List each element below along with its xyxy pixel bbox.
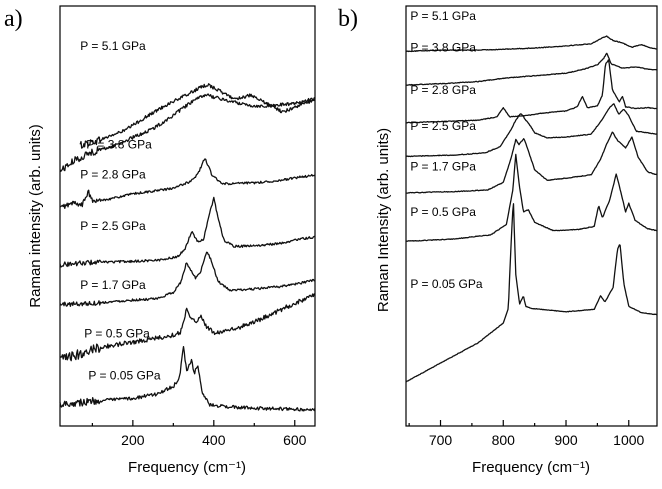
series-line	[405, 59, 658, 124]
panel-b-frame	[405, 5, 658, 427]
series-line	[59, 345, 316, 412]
panel-b-label: b)	[338, 6, 358, 32]
panel-b-series	[405, 35, 658, 383]
series-label: P = 0.5 GPa	[410, 205, 476, 219]
panel-b-series-labels: P = 5.1 GPa P = 3.8 GPa P = 2.8 GPa P = 2.5…	[410, 9, 482, 291]
panel-b-x-ticks: 700 800 900 1000	[408, 420, 645, 448]
series-line	[59, 158, 316, 210]
series-line	[59, 251, 316, 307]
series-line	[405, 52, 658, 86]
series-line	[405, 131, 658, 194]
series-label: P = 2.5 GPa	[410, 119, 476, 133]
series-label: P = 5.1 GPa	[80, 39, 146, 53]
panel-a-y-axis-label: Raman intensity (arb. units)	[27, 124, 44, 307]
panel-a-series-labels: P = 5.1 GPa P = 3.8 GPa P = 2.8 GPa P = 2.5…	[80, 39, 161, 382]
series-label: P = 2.8 GPa	[410, 83, 476, 97]
panel-b-x-axis-label: Frequency (cm⁻¹)	[472, 459, 590, 476]
series-label: P = 2.8 GPa	[80, 167, 146, 181]
x-tick-label: 200	[121, 432, 145, 448]
series-line	[59, 93, 316, 172]
panel-a-x-axis-label: Frequency (cm⁻¹)	[128, 459, 246, 476]
series-label: P = 3.8 GPa	[410, 40, 476, 54]
series-line	[405, 153, 658, 243]
series-label: P = 2.5 GPa	[80, 219, 146, 233]
x-tick-label: 800	[492, 432, 516, 448]
series-label: P = 5.1 GPa	[410, 9, 476, 23]
x-tick-label: 900	[554, 432, 578, 448]
series-label: P = 1.7 GPa	[410, 160, 476, 174]
series-line	[405, 103, 658, 158]
series-label: P = 0.05 GPa	[410, 277, 482, 291]
series-label: P = 0.05 GPa	[88, 369, 160, 383]
series-line	[59, 293, 316, 362]
panel-a-label: a)	[4, 6, 23, 32]
series-line	[405, 203, 658, 383]
panel-a-x-ticks: 200 400 600	[91, 420, 307, 448]
x-tick-label: 600	[283, 432, 307, 448]
series-label: P = 3.8 GPa	[86, 138, 152, 152]
series-line	[405, 35, 657, 53]
series-line	[79, 83, 316, 149]
panel-b-y-axis-label: Raman Intensity (arb. units)	[375, 128, 392, 312]
panel-a-series	[59, 83, 316, 412]
x-tick-label: 1000	[613, 432, 644, 448]
panel-a: a) 200 400 600 P = 5.1 GPa P = 3.8 GPa P = 2…	[4, 5, 316, 476]
x-tick-label: 400	[202, 432, 226, 448]
x-tick-label: 700	[429, 432, 453, 448]
series-line	[59, 196, 316, 268]
series-label: P = 1.7 GPa	[80, 278, 146, 292]
panel-a-frame	[59, 5, 316, 427]
series-label: P = 0.5 GPa	[84, 327, 150, 341]
